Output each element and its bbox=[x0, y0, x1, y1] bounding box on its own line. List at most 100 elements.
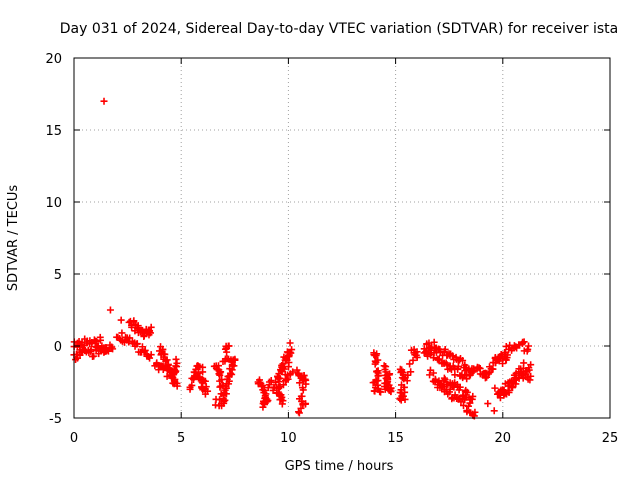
data-point bbox=[371, 357, 379, 365]
data-point bbox=[173, 359, 181, 367]
data-point bbox=[443, 361, 451, 369]
data-point bbox=[186, 385, 194, 393]
data-point bbox=[527, 372, 535, 380]
data-point bbox=[173, 379, 181, 387]
data-point bbox=[441, 345, 449, 353]
data-point bbox=[279, 360, 287, 368]
x-axis-label: GPS time / hours bbox=[285, 459, 394, 474]
x-tick-label: 15 bbox=[387, 431, 404, 446]
data-point bbox=[89, 353, 97, 361]
axis-ticks: 0 5 10 15 20 25 -5 0 5 10 15 20 bbox=[45, 52, 618, 446]
data-point bbox=[525, 366, 533, 374]
data-point bbox=[230, 362, 238, 370]
data-point bbox=[431, 377, 439, 385]
data-point bbox=[163, 356, 171, 364]
data-point bbox=[199, 379, 207, 387]
data-point bbox=[297, 404, 305, 412]
data-point bbox=[278, 363, 286, 371]
data-point bbox=[216, 377, 224, 385]
data-point bbox=[447, 366, 455, 374]
data-point bbox=[100, 97, 108, 105]
data-point bbox=[283, 356, 291, 364]
x-tick-label: 20 bbox=[495, 431, 512, 446]
data-point bbox=[407, 368, 415, 376]
data-point bbox=[464, 402, 472, 410]
data-point bbox=[117, 316, 125, 324]
data-point bbox=[461, 396, 469, 404]
data-point bbox=[160, 363, 168, 371]
data-point bbox=[385, 371, 393, 379]
data-point bbox=[520, 359, 528, 367]
data-point bbox=[430, 338, 438, 346]
data-point bbox=[224, 342, 232, 350]
data-point bbox=[300, 372, 308, 380]
x-tick-label: 10 bbox=[280, 431, 297, 446]
data-point bbox=[469, 392, 477, 400]
data-point bbox=[413, 348, 421, 356]
data-point bbox=[380, 362, 388, 370]
x-tick-label: 5 bbox=[177, 431, 185, 446]
data-point bbox=[490, 407, 498, 415]
data-point bbox=[525, 342, 533, 350]
data-point bbox=[430, 354, 438, 362]
data-point bbox=[199, 368, 207, 376]
data-point bbox=[147, 323, 155, 331]
data-point bbox=[400, 383, 408, 391]
y-tick-label: 15 bbox=[45, 124, 62, 139]
data-point bbox=[302, 400, 310, 408]
data-point bbox=[260, 397, 268, 405]
chart-title: Day 031 of 2024, Sidereal Day-to-day VTE… bbox=[60, 21, 618, 37]
data-point bbox=[369, 379, 377, 387]
data-point bbox=[406, 360, 414, 368]
data-point bbox=[373, 368, 381, 376]
data-point bbox=[399, 368, 407, 376]
data-point bbox=[138, 343, 146, 351]
data-point bbox=[302, 380, 310, 388]
data-point bbox=[440, 374, 448, 382]
data-point bbox=[505, 388, 513, 396]
y-tick-label: 20 bbox=[45, 52, 62, 67]
data-point bbox=[279, 397, 287, 405]
data-point bbox=[520, 338, 528, 346]
data-points bbox=[70, 97, 535, 420]
data-point bbox=[506, 378, 514, 386]
data-point bbox=[258, 382, 266, 390]
data-point bbox=[475, 364, 483, 372]
x-tick-label: 0 bbox=[70, 431, 78, 446]
data-point bbox=[527, 361, 535, 369]
data-point bbox=[93, 343, 101, 351]
data-point bbox=[159, 346, 167, 354]
data-point bbox=[445, 388, 453, 396]
data-point bbox=[274, 375, 282, 383]
data-point bbox=[499, 386, 507, 394]
data-point bbox=[284, 349, 292, 357]
data-point bbox=[381, 383, 389, 391]
data-point bbox=[276, 392, 284, 400]
grid bbox=[74, 58, 610, 418]
data-point bbox=[289, 368, 297, 376]
data-point bbox=[195, 362, 203, 370]
data-point bbox=[188, 381, 196, 389]
data-point bbox=[172, 355, 180, 363]
data-point bbox=[194, 369, 202, 377]
data-point bbox=[503, 351, 511, 359]
data-point bbox=[451, 371, 459, 379]
data-point bbox=[434, 356, 442, 364]
data-point bbox=[279, 381, 287, 389]
data-point bbox=[147, 351, 155, 359]
data-point bbox=[401, 395, 409, 403]
data-point bbox=[299, 386, 307, 394]
data-point bbox=[141, 346, 149, 354]
data-point bbox=[429, 369, 437, 377]
data-point bbox=[454, 362, 462, 370]
plot-frame bbox=[73, 57, 611, 419]
data-point bbox=[489, 365, 497, 373]
y-tick-label: 5 bbox=[54, 268, 62, 283]
data-point bbox=[190, 368, 198, 376]
data-point bbox=[471, 408, 479, 416]
data-point bbox=[88, 340, 96, 348]
y-tick-label: 10 bbox=[45, 196, 62, 211]
data-point bbox=[134, 324, 142, 332]
data-point bbox=[377, 388, 385, 396]
